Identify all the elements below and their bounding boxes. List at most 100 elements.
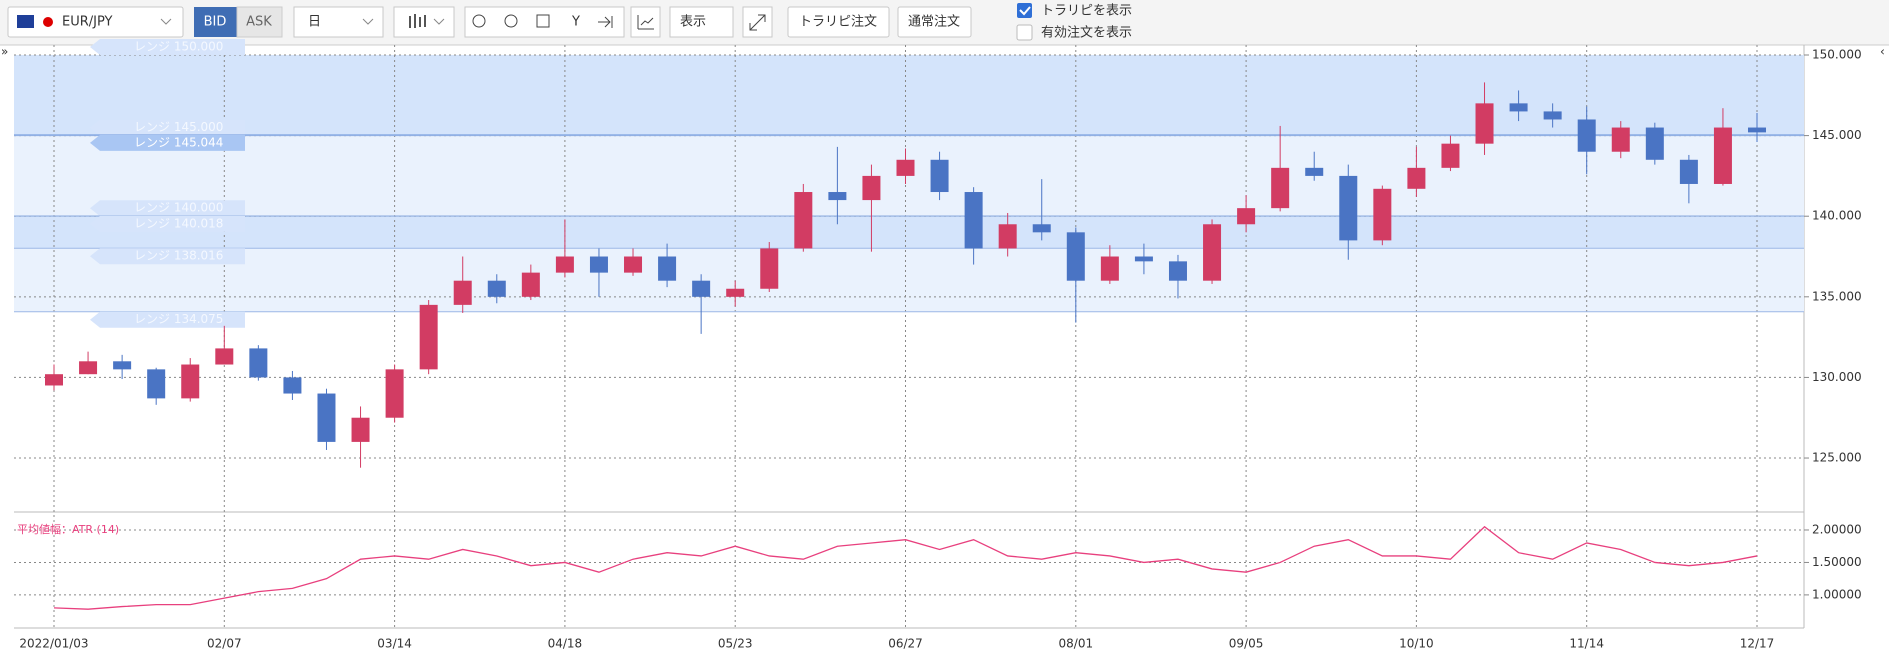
range-label: レンジ 145.000	[134, 120, 223, 134]
candle-body	[385, 369, 404, 418]
candle-body	[862, 175, 881, 201]
x-tick-label: 05/23	[718, 637, 753, 651]
candle-body	[45, 374, 63, 386]
candle-body	[1339, 175, 1358, 241]
check	[1019, 6, 1031, 16]
fit[interactable]	[536, 14, 550, 28]
x-tick-label: 03/14	[377, 637, 412, 651]
y-tick-label: 135.000	[1812, 289, 1862, 303]
candle-body	[1748, 127, 1766, 133]
candle-body	[760, 248, 779, 289]
range-band	[14, 54, 1804, 135]
candle-body	[1203, 224, 1222, 281]
candle-body	[1407, 167, 1426, 189]
collapse-panel[interactable]: ‹	[1880, 45, 1885, 59]
candle-body	[113, 361, 132, 370]
y-icon: Y	[571, 15, 580, 30]
y-tick-label: 125.000	[1812, 451, 1862, 465]
candle-body	[828, 192, 847, 201]
candle-body	[1271, 167, 1290, 209]
range-band	[14, 248, 1804, 312]
checkbox[interactable]	[1016, 24, 1033, 41]
candle-icon	[409, 14, 426, 28]
ask: ASK	[246, 15, 272, 30]
candle-body	[521, 272, 540, 297]
y-tick-label: 1.50000	[1812, 555, 1862, 569]
range-label: レンジ 140.000	[134, 201, 223, 215]
y-tick-label: 150.000	[1812, 47, 1862, 61]
y-tick-label: 2.00000	[1812, 522, 1862, 536]
candle-body	[1305, 167, 1324, 176]
candle-body	[998, 224, 1017, 249]
symbol: EUR/JPY	[62, 15, 113, 30]
range-label: レンジ 150.000	[134, 39, 223, 53]
end-icon[interactable]	[598, 16, 613, 28]
normal-order-button[interactable]	[897, 6, 972, 38]
candle-body	[726, 288, 745, 297]
zoom-out[interactable]	[504, 14, 518, 28]
candle-body	[1645, 127, 1664, 160]
candle-body	[1713, 127, 1732, 184]
range-tag	[90, 311, 245, 328]
x-tick-label: 2022/01/03	[19, 637, 88, 651]
candle-body	[658, 256, 677, 281]
normal-order: 通常注文	[908, 15, 960, 30]
ask-button[interactable]	[236, 6, 283, 38]
range-tag	[90, 215, 245, 232]
x-tick-label: 12/17	[1740, 637, 1775, 651]
candle-body	[453, 280, 472, 305]
expand-panel[interactable]: »	[1, 45, 8, 59]
trarepi-order: トラリピ注文	[799, 15, 877, 30]
candle-body	[1475, 103, 1494, 144]
eu-flag	[17, 15, 34, 28]
chevron	[160, 18, 172, 25]
candle-body	[692, 280, 711, 297]
candle-body	[351, 417, 370, 442]
candle-body	[1168, 261, 1187, 281]
checkbox-checked[interactable]	[1017, 3, 1032, 18]
candle-body	[1509, 103, 1528, 112]
x-tick-label: 08/01	[1059, 637, 1094, 651]
range-tag	[90, 38, 245, 55]
candle-body	[794, 192, 813, 249]
range-label: レンジ 140.018	[134, 216, 223, 230]
candle-body	[147, 369, 166, 399]
jp-flag	[43, 17, 53, 27]
candle-body	[1134, 256, 1153, 262]
range-tag	[90, 248, 245, 265]
range-tag	[90, 134, 245, 151]
candle-body	[624, 256, 643, 273]
indicator-icon	[637, 15, 654, 30]
bid-button[interactable]	[194, 7, 237, 37]
indicator-button[interactable]	[630, 6, 661, 38]
chevron	[433, 18, 445, 25]
range-tag	[90, 119, 245, 136]
range-tag	[90, 200, 245, 217]
candle-body	[181, 364, 200, 399]
bid: BID	[204, 15, 227, 30]
candle-body	[79, 361, 98, 375]
candle-body	[487, 280, 506, 297]
range-label: レンジ 138.016	[134, 249, 223, 263]
candle-body	[1032, 224, 1051, 233]
x-tick-label: 10/10	[1399, 637, 1434, 651]
candle-body	[964, 192, 983, 249]
x-tick-label: 06/27	[888, 637, 923, 651]
zoom-in[interactable]	[472, 14, 486, 28]
candle-body	[1611, 127, 1630, 152]
chart-type-select[interactable]	[393, 6, 455, 38]
trarepi-order-button[interactable]	[787, 6, 890, 38]
display-select[interactable]	[669, 6, 734, 38]
candle-body	[1100, 256, 1119, 281]
candle-body	[589, 256, 608, 273]
candle-body	[930, 159, 949, 193]
y-tick-label: 1.00000	[1812, 587, 1862, 601]
range-label: レンジ 145.044	[134, 135, 223, 149]
symbol-select[interactable]	[7, 6, 184, 38]
candle-body	[1373, 188, 1392, 241]
candle-body	[896, 159, 915, 176]
y-tick-label: 130.000	[1812, 370, 1862, 384]
period-select[interactable]	[293, 6, 384, 38]
zoom-tools[interactable]	[464, 6, 625, 38]
